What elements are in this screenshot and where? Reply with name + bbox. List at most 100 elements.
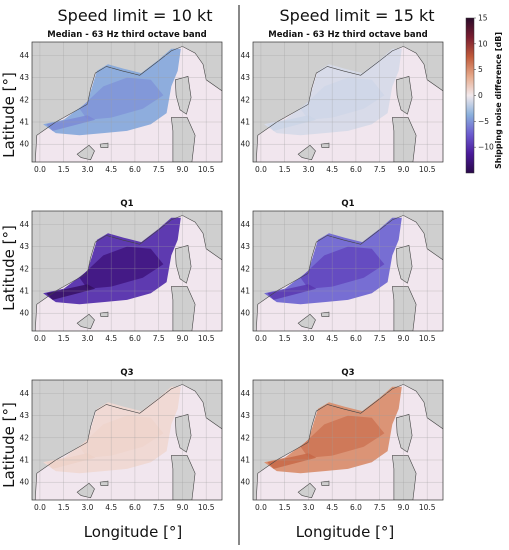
ylabel-row1: Latitude [°] [0, 72, 18, 158]
column-title-10kt: Speed limit = 10 kt [58, 6, 213, 25]
sardinia-island [391, 455, 417, 500]
noise-difference-lane [46, 453, 96, 469]
corsica-island [395, 414, 413, 453]
panel-title: Q1 [120, 199, 133, 209]
noise-difference-lane [267, 284, 317, 300]
y-tick-label: 40 [240, 309, 250, 318]
y-tick-label: 41 [240, 287, 250, 296]
x-tick-label: 9.0 [176, 165, 188, 174]
y-tick-label: 40 [240, 140, 250, 149]
x-tick-label: 4.5 [326, 165, 338, 174]
mallorca-island [76, 144, 95, 161]
y-tick-label: 44 [240, 220, 250, 229]
panel-grid: Median - 63 Hz third octave band 0.0 1.5 3.… [19, 30, 444, 512]
y-tick-label: 41 [19, 456, 29, 465]
y-tick-label: 42 [19, 433, 29, 442]
x-tick-label: 4.5 [326, 334, 338, 343]
y-tick-label: 44 [19, 220, 29, 229]
x-tick-label: 3.0 [302, 334, 314, 343]
y-tick-label: 41 [19, 118, 29, 127]
noise-difference-lane [267, 453, 317, 469]
x-tick-label: 9.0 [397, 165, 409, 174]
y-tick-label: 40 [19, 140, 29, 149]
noise-difference-lane [46, 115, 96, 131]
x-tick-label: 3.0 [302, 165, 314, 174]
coastline [255, 384, 443, 500]
noise-difference-core [300, 246, 385, 289]
x-tick-label: 6.0 [350, 165, 362, 174]
colorbar-tick-label: 15 [478, 14, 488, 23]
colorbar-tick-label: −5 [478, 117, 489, 126]
panel-frame [252, 210, 444, 332]
x-tick-label: 0.0 [255, 334, 267, 343]
map-panel-1-1: Median - 63 Hz third octave band 0.0 1.5 3.… [19, 30, 223, 174]
x-tick-label: 1.5 [58, 503, 70, 512]
x-tick-label: 3.0 [81, 334, 93, 343]
x-tick-label: 7.5 [374, 165, 386, 174]
noise-difference-core [79, 246, 164, 289]
colorbar-tick-label: −10 [478, 143, 494, 152]
y-tick-label: 43 [240, 242, 250, 251]
y-tick-label: 43 [240, 411, 250, 420]
x-tick-label: 0.0 [34, 334, 46, 343]
corsica-island [174, 414, 192, 453]
map-panel-2-1: Q1 0.0 1.5 3.0 4.5 6.0 7.5 9.0 10.5 40 41 42 43 44 [19, 199, 223, 343]
y-tick-label: 42 [19, 95, 29, 104]
map-panel-2-2: Q1 0.0 1.5 3.0 4.5 6.0 7.5 9.0 10.5 40 41 42 43 44 [240, 199, 444, 343]
ylabel-row2: Latitude [°] [0, 225, 18, 311]
panel-frame [252, 41, 444, 163]
y-tick-label: 42 [240, 264, 250, 273]
colorbar-label: Shipping noise difference [dB] [494, 32, 503, 169]
y-tick-label: 40 [240, 478, 250, 487]
mallorca-island [297, 482, 316, 499]
menorca-island [320, 311, 330, 317]
x-tick-label: 9.0 [176, 503, 188, 512]
y-tick-label: 40 [19, 478, 29, 487]
xlabel-right: Longitude [°] [296, 523, 395, 541]
corsica-island [395, 245, 413, 284]
menorca-island [99, 480, 109, 486]
map-panel-3-2: Q3 0.0 1.5 3.0 4.5 6.0 7.5 9.0 10.5 40 41 42 43 44 [240, 368, 444, 512]
coastline [255, 215, 443, 331]
mallorca-island [297, 144, 316, 161]
x-tick-label: 9.0 [397, 503, 409, 512]
menorca-island [320, 142, 330, 148]
menorca-island [99, 311, 109, 317]
panel-frame [31, 41, 223, 163]
noise-difference-core [79, 415, 164, 458]
noise-difference-core [300, 77, 385, 120]
y-tick-label: 43 [240, 73, 250, 82]
colorbar-tick-label: 0 [478, 91, 483, 100]
panel-frame [252, 379, 444, 501]
x-tick-label: 6.0 [129, 503, 141, 512]
x-tick-label: 3.0 [81, 503, 93, 512]
sardinia-island [170, 455, 196, 500]
y-tick-label: 44 [19, 389, 29, 398]
x-tick-label: 1.5 [279, 165, 291, 174]
y-tick-label: 44 [19, 51, 29, 60]
colorbar-tick-label: 5 [478, 65, 483, 74]
y-tick-label: 40 [19, 309, 29, 318]
x-tick-label: 7.5 [153, 165, 165, 174]
x-tick-label: 0.0 [34, 503, 46, 512]
x-tick-label: 4.5 [105, 165, 117, 174]
x-tick-label: 1.5 [58, 165, 70, 174]
x-tick-label: 6.0 [350, 503, 362, 512]
x-tick-label: 10.5 [419, 165, 436, 174]
x-tick-label: 0.0 [255, 503, 267, 512]
x-tick-label: 3.0 [302, 503, 314, 512]
panel-title: Median - 63 Hz third octave band [47, 30, 206, 40]
x-tick-label: 10.5 [198, 503, 215, 512]
panel-frame [31, 379, 223, 501]
xlabel-left: Longitude [°] [84, 523, 183, 541]
x-tick-label: 6.0 [129, 334, 141, 343]
mallorca-island [76, 482, 95, 499]
x-tick-label: 7.5 [153, 334, 165, 343]
y-tick-label: 42 [19, 264, 29, 273]
y-tick-label: 41 [240, 118, 250, 127]
x-tick-label: 7.5 [374, 503, 386, 512]
x-tick-label: 10.5 [198, 165, 215, 174]
map-panel-1-2: Median - 63 Hz third octave band 0.0 1.5 3.… [240, 30, 444, 174]
x-tick-label: 1.5 [58, 334, 70, 343]
y-tick-label: 43 [19, 73, 29, 82]
